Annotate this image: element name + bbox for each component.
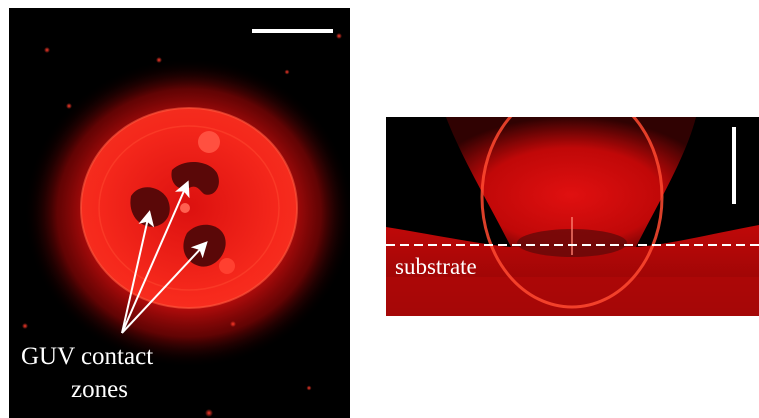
debris-dot xyxy=(230,321,236,327)
debris-dot xyxy=(205,409,213,417)
debris-dot xyxy=(306,385,312,391)
top-view-micrograph: GUV contact zones xyxy=(9,8,350,418)
scale-bar-vertical xyxy=(732,127,736,204)
side-view-image: substrate xyxy=(386,117,759,316)
bright-spot xyxy=(219,258,235,274)
debris-dot xyxy=(156,57,162,63)
bright-spot xyxy=(198,131,220,153)
debris-dot xyxy=(66,103,72,109)
debris-dot xyxy=(336,33,342,39)
bright-spot xyxy=(180,203,190,213)
scale-bar xyxy=(252,29,333,33)
vesicle-outline xyxy=(480,117,664,309)
substrate-label: substrate xyxy=(395,254,477,279)
annotation-label-line1: GUV contact xyxy=(21,343,153,370)
side-view-micrograph: substrate xyxy=(386,117,759,316)
annotation-arrows xyxy=(121,180,208,334)
vesicle-side-glow xyxy=(446,117,696,247)
annotation-label-line2: zones xyxy=(71,376,128,403)
top-view-image: GUV contact zones xyxy=(9,8,350,418)
debris-dot xyxy=(284,69,290,75)
debris-dot xyxy=(22,323,28,329)
debris-dot xyxy=(44,47,50,53)
